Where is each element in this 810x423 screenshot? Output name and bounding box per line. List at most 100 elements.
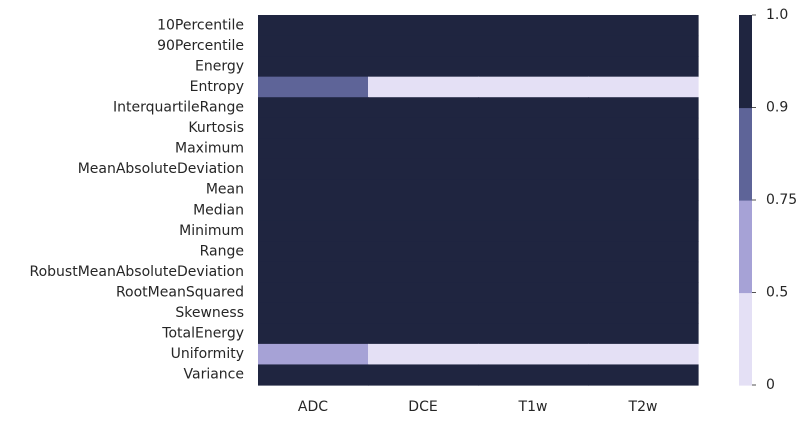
heatmap-cell-10Percentile-ADC (258, 15, 369, 37)
heatmap-cell-RootMeanSquared-T2w (588, 282, 699, 304)
heatmap-cell-Range-T1w (478, 241, 589, 263)
column-label: DCE (408, 399, 437, 415)
row-label: Entropy (190, 79, 244, 95)
heatmap-cell-Variance-ADC (258, 364, 369, 386)
colorbar-tick-label: 0.75 (766, 192, 797, 208)
heatmap-cell-Entropy-T1w (478, 76, 589, 98)
column-label: ADC (298, 399, 328, 415)
heatmap-cell-Uniformity-DCE (368, 343, 479, 366)
heatmap-cell-Range-T2w (588, 241, 699, 263)
heatmap-cell-Median-T1w (478, 200, 589, 222)
heatmap-cell-Minimum-ADC (258, 220, 369, 242)
row-label: 90Percentile (157, 38, 244, 54)
heatmap-cell-Maximum-ADC (258, 138, 369, 160)
heatmap-cell-Mean-T2w (588, 179, 699, 201)
heatmap-cell-TotalEnergy-T1w (478, 323, 589, 345)
heatmap-cell-TotalEnergy-ADC (258, 323, 369, 345)
row-label: 10Percentile (157, 17, 244, 33)
colorbar-bin (739, 107, 752, 201)
heatmap-cell-Minimum-T1w (478, 220, 589, 242)
column-label: T2w (628, 399, 658, 415)
heatmap-cell-Entropy-T2w (588, 76, 699, 98)
heatmap-cell-Kurtosis-ADC (258, 117, 369, 139)
column-label: T1w (518, 399, 548, 415)
row-label: Minimum (179, 223, 244, 239)
heatmap-cell-MeanAbsoluteDeviation-DCE (368, 158, 479, 181)
row-label: Variance (184, 367, 244, 383)
heatmap-cell-Entropy-ADC (258, 76, 369, 98)
heatmap-cell-RobustMeanAbsoluteDeviation-ADC (258, 261, 369, 283)
heatmap-cell-Skewness-T1w (478, 302, 589, 324)
row-label: Skewness (175, 305, 244, 321)
heatmap-cell-Mean-T1w (478, 179, 589, 201)
heatmap-cell-Kurtosis-DCE (368, 117, 479, 139)
colorbar-bin (739, 200, 752, 294)
colorbar-bin (739, 292, 752, 386)
heatmap-cell-Kurtosis-T2w (588, 117, 699, 139)
heatmap-cell-Range-ADC (258, 241, 369, 263)
colorbar-tick-label: 0 (766, 377, 775, 393)
heatmap-cell-Minimum-T2w (588, 220, 699, 242)
colorbar-bin (739, 15, 752, 109)
heatmap-cell-RobustMeanAbsoluteDeviation-T2w (588, 261, 699, 283)
heatmap-cells (258, 15, 699, 386)
row-label: Kurtosis (188, 120, 244, 136)
heatmap-cell-Skewness-T2w (588, 302, 699, 324)
row-label: RobustMeanAbsoluteDeviation (29, 264, 244, 280)
heatmap-cell-Uniformity-T1w (478, 343, 589, 366)
heatmap-cell-TotalEnergy-DCE (368, 323, 479, 345)
heatmap-cell-10Percentile-T2w (588, 15, 699, 37)
heatmap-cell-InterquartileRange-DCE (368, 97, 479, 119)
heatmap-cell-Mean-ADC (258, 179, 369, 201)
heatmap-cell-Variance-DCE (368, 364, 479, 386)
heatmap-cell-Maximum-DCE (368, 138, 479, 160)
heatmap-cell-90Percentile-ADC (258, 35, 369, 57)
row-label: Mean (206, 182, 244, 198)
heatmap-cell-Skewness-DCE (368, 302, 479, 324)
row-label: Maximum (175, 141, 244, 157)
heatmap-cell-Entropy-DCE (368, 76, 479, 98)
heatmap-cell-MeanAbsoluteDeviation-T2w (588, 158, 699, 181)
colorbar-tick-label: 0.5 (766, 285, 788, 301)
colorbar (739, 15, 752, 386)
heatmap-cell-Range-DCE (368, 241, 479, 263)
heatmap-cell-Variance-T2w (588, 364, 699, 386)
column-labels: ADC DCE T1w T2w (298, 399, 658, 415)
row-labels: 10Percentile 90Percentile Energy Entropy Int… (29, 17, 244, 382)
heatmap-cell-10Percentile-DCE (368, 15, 479, 37)
row-label: MeanAbsoluteDeviation (78, 161, 244, 177)
row-label: TotalEnergy (161, 326, 244, 342)
heatmap-cell-RootMeanSquared-ADC (258, 282, 369, 304)
row-label: Uniformity (171, 346, 244, 362)
heatmap-cell-InterquartileRange-T1w (478, 97, 589, 119)
heatmap-cell-MeanAbsoluteDeviation-ADC (258, 158, 369, 181)
row-label: Median (193, 202, 244, 218)
heatmap-cell-Skewness-ADC (258, 302, 369, 324)
colorbar-tick-labels: 0 0.5 0.75 0.9 1.0 (752, 7, 797, 393)
heatmap-cell-RootMeanSquared-T1w (478, 282, 589, 304)
heatmap-cell-Median-T2w (588, 200, 699, 222)
heatmap-cell-Minimum-DCE (368, 220, 479, 242)
heatmap-cell-MeanAbsoluteDeviation-T1w (478, 158, 589, 181)
heatmap-cell-InterquartileRange-T2w (588, 97, 699, 119)
heatmap-cell-Uniformity-ADC (258, 343, 369, 366)
heatmap-cell-Energy-ADC (258, 56, 369, 78)
heatmap-cell-90Percentile-T2w (588, 35, 699, 57)
heatmap-cell-Maximum-T1w (478, 138, 589, 160)
heatmap-cell-10Percentile-T1w (478, 15, 589, 37)
heatmap-cell-90Percentile-T1w (478, 35, 589, 57)
heatmap-cell-Mean-DCE (368, 179, 479, 201)
row-label: InterquartileRange (113, 100, 244, 116)
heatmap-cell-Energy-T1w (478, 56, 589, 78)
row-label: RootMeanSquared (116, 285, 244, 301)
row-label: Range (200, 243, 244, 259)
heatmap-cell-Maximum-T2w (588, 138, 699, 160)
heatmap-cell-90Percentile-DCE (368, 35, 479, 57)
heatmap-cell-RobustMeanAbsoluteDeviation-DCE (368, 261, 479, 283)
heatmap-cell-Median-DCE (368, 200, 479, 222)
heatmap-cell-InterquartileRange-ADC (258, 97, 369, 119)
heatmap-cell-Energy-T2w (588, 56, 699, 78)
row-label: Energy (195, 58, 244, 74)
colorbar-tick-label: 1.0 (766, 7, 788, 23)
